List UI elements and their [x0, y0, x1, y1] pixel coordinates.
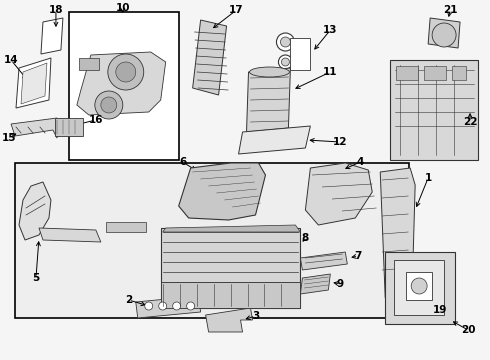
Polygon shape [300, 274, 330, 294]
Text: 15: 15 [2, 133, 16, 143]
Polygon shape [380, 168, 415, 298]
Text: 22: 22 [463, 117, 477, 127]
Polygon shape [21, 63, 47, 104]
Bar [396, 66, 418, 80]
Text: 9: 9 [337, 279, 344, 289]
Bar [424, 66, 446, 80]
Bar [79, 58, 99, 70]
Bar [394, 260, 444, 315]
Bar [390, 60, 478, 160]
Text: 19: 19 [433, 305, 447, 315]
Polygon shape [305, 163, 372, 225]
Text: 2: 2 [125, 295, 132, 305]
Bar [106, 222, 146, 232]
Polygon shape [206, 308, 252, 332]
Polygon shape [193, 20, 226, 95]
Circle shape [159, 302, 167, 310]
Circle shape [101, 97, 117, 113]
Bar [161, 228, 300, 308]
Polygon shape [11, 118, 61, 138]
Bar [291, 38, 310, 70]
Bar [15, 163, 409, 318]
Text: 20: 20 [461, 325, 475, 335]
Circle shape [95, 91, 123, 119]
Text: 12: 12 [333, 137, 347, 147]
Text: 11: 11 [323, 67, 338, 77]
Text: 4: 4 [357, 157, 364, 167]
Text: 1: 1 [424, 173, 432, 183]
Polygon shape [163, 225, 300, 232]
Circle shape [281, 58, 290, 66]
Circle shape [411, 278, 427, 294]
Text: 21: 21 [443, 5, 457, 15]
Polygon shape [41, 18, 63, 54]
Bar [55, 118, 83, 136]
Polygon shape [239, 126, 310, 154]
Text: 10: 10 [116, 3, 130, 13]
Bar [406, 272, 432, 300]
Bar [161, 282, 300, 308]
Text: 5: 5 [32, 273, 40, 283]
Polygon shape [136, 296, 200, 318]
Circle shape [432, 23, 456, 47]
Circle shape [108, 54, 144, 90]
Bar [385, 252, 455, 324]
Bar [452, 66, 466, 80]
Polygon shape [19, 182, 51, 240]
Text: 18: 18 [49, 5, 63, 15]
Circle shape [145, 302, 153, 310]
Bar [69, 12, 179, 160]
Text: 13: 13 [323, 25, 338, 35]
Circle shape [278, 55, 293, 69]
Polygon shape [39, 228, 101, 242]
Polygon shape [77, 52, 166, 115]
Text: 17: 17 [229, 5, 244, 15]
Polygon shape [300, 252, 347, 270]
Text: 8: 8 [302, 233, 309, 243]
Polygon shape [246, 68, 291, 132]
Text: 3: 3 [252, 311, 259, 321]
Circle shape [187, 302, 195, 310]
Circle shape [116, 62, 136, 82]
Ellipse shape [249, 67, 290, 77]
Text: 16: 16 [89, 115, 103, 125]
Text: 14: 14 [4, 55, 18, 65]
Polygon shape [179, 163, 266, 220]
Circle shape [172, 302, 181, 310]
Polygon shape [16, 58, 51, 108]
Text: 7: 7 [355, 251, 362, 261]
Text: 6: 6 [179, 157, 186, 167]
Circle shape [280, 37, 291, 47]
Circle shape [276, 33, 294, 51]
Polygon shape [428, 18, 460, 48]
